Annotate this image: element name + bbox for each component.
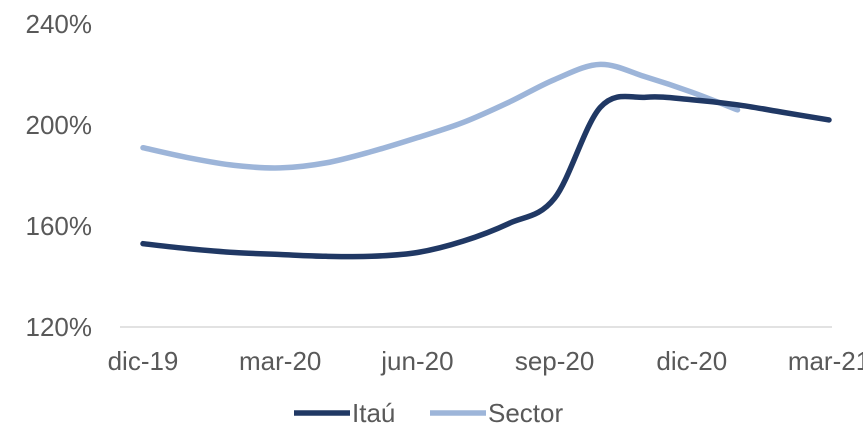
- x-tick-label: dic-19: [108, 346, 179, 376]
- x-tick-label: jun-20: [380, 346, 453, 376]
- x-tick-label: dic-20: [656, 346, 727, 376]
- legend: Itaú Sector: [294, 398, 563, 428]
- y-tick-label: 160%: [26, 211, 93, 241]
- x-axis-ticks: dic-19 mar-20 jun-20 sep-20 dic-20 mar-21: [108, 346, 863, 376]
- legend-label: Sector: [488, 398, 563, 428]
- series-line-ita-: [140, 93, 832, 260]
- series-lines: [140, 61, 832, 260]
- legend-label: Itaú: [352, 398, 395, 428]
- y-tick-label: 240%: [26, 9, 93, 39]
- x-tick-label: mar-21: [788, 346, 863, 376]
- y-tick-label: 120%: [26, 312, 93, 342]
- series-line-sector: [140, 61, 741, 171]
- x-tick-label: sep-20: [515, 346, 595, 376]
- x-tick-label: mar-20: [239, 346, 321, 376]
- y-tick-label: 200%: [26, 110, 93, 140]
- y-axis-ticks: 120% 160% 200% 240%: [26, 9, 93, 342]
